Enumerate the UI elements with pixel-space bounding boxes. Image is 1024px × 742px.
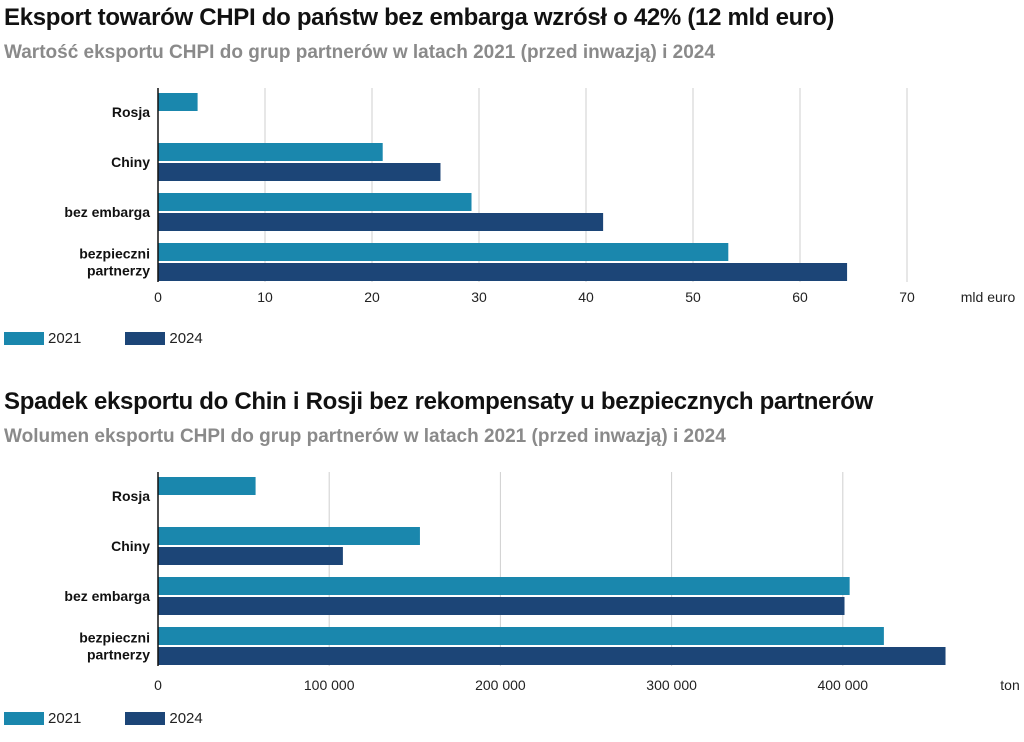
chart-subtitle: Wartość eksportu CHPI do grup partnerów … xyxy=(4,42,715,63)
bar-chiny-2021 xyxy=(158,143,383,161)
bar-plot: Rosja Chiny bez embarga bezpiecznipartnerzy… xyxy=(64,472,1020,693)
category-label-bezpieczni-partnerzy: bezpieczni xyxy=(79,246,150,262)
bar-chiny-2024 xyxy=(158,547,343,565)
chart-export-value: Eksport towarów CHPI do państw bez embar… xyxy=(4,4,1016,347)
bar-bezpieczni-partnerzy-2021 xyxy=(158,627,884,645)
bar-chiny-2024 xyxy=(158,163,441,181)
x-tick-label: 300 000 xyxy=(646,677,697,693)
legend-item-2021: 2021 xyxy=(4,710,81,727)
legend-label-2024: 2024 xyxy=(169,330,203,347)
category-label-bez-embarga: bez embarga xyxy=(64,204,150,220)
bar-bez-embarga-2021 xyxy=(158,193,472,211)
x-tick-label: 200 000 xyxy=(475,677,526,693)
legend-swatch-2024 xyxy=(125,712,166,725)
x-tick-label: 70 xyxy=(899,289,915,305)
x-tick-label: 60 xyxy=(792,289,808,305)
legend-swatch-2021 xyxy=(4,712,44,725)
chart-title: Spadek eksportu do Chin i Rosji bez reko… xyxy=(4,388,873,415)
bar-bezpieczni-partnerzy-2024 xyxy=(158,647,946,665)
category-label-bezpieczni-partnerzy: bezpieczni xyxy=(79,630,150,646)
legend: 2021 2024 xyxy=(4,330,247,347)
legend-item-2024: 2024 xyxy=(125,330,203,347)
bar-bez-embarga-2024 xyxy=(158,213,604,231)
bar-rosja-2021 xyxy=(158,477,256,495)
x-axis-unit-label: mld euro xyxy=(961,289,1016,305)
legend-label-2021: 2021 xyxy=(48,330,82,347)
bar-bez-embarga-2021 xyxy=(158,577,850,595)
legend-swatch-2024 xyxy=(125,332,166,345)
category-label-rosja: Rosja xyxy=(112,488,150,504)
legend-label-2024: 2024 xyxy=(169,710,203,727)
x-tick-label: 0 xyxy=(154,289,162,305)
x-tick-label: 50 xyxy=(685,289,701,305)
chart-subtitle: Wolumen eksportu CHPI do grup partnerów … xyxy=(4,426,726,447)
category-label-bezpieczni-partnerzy: partnerzy xyxy=(87,647,150,663)
x-tick-label: 30 xyxy=(471,289,487,305)
x-tick-label: 10 xyxy=(257,289,273,305)
category-label-bezpieczni-partnerzy: partnerzy xyxy=(87,263,150,279)
legend-item-2021: 2021 xyxy=(4,330,81,347)
legend-label-2021: 2021 xyxy=(48,710,82,727)
chart-title: Eksport towarów CHPI do państw bez embar… xyxy=(4,4,835,31)
bar-bezpieczni-partnerzy-2024 xyxy=(158,263,848,281)
legend-swatch-2021 xyxy=(4,332,44,345)
x-tick-label: 0 xyxy=(154,677,162,693)
chart-export-volume: Spadek eksportu do Chin i Rosji bez reko… xyxy=(0,384,1024,742)
category-label-chiny: Chiny xyxy=(111,538,150,554)
category-label-rosja: Rosja xyxy=(112,104,150,120)
x-tick-label: 400 000 xyxy=(817,677,868,693)
category-label-chiny: Chiny xyxy=(111,154,150,170)
bar-plot: Rosja Chiny bez embarga bezpiecznipartnerzy… xyxy=(64,88,1016,305)
x-tick-label: 20 xyxy=(364,289,380,305)
x-axis-unit-label: ton xyxy=(1000,677,1019,693)
legend: 2021 2024 xyxy=(4,710,247,727)
x-tick-label: 100 000 xyxy=(304,677,355,693)
bar-bezpieczni-partnerzy-2021 xyxy=(158,243,729,261)
bar-rosja-2021 xyxy=(158,93,198,111)
x-tick-label: 40 xyxy=(578,289,594,305)
bar-bez-embarga-2024 xyxy=(158,597,845,615)
bar-chiny-2021 xyxy=(158,527,420,545)
legend-item-2024: 2024 xyxy=(125,710,203,727)
category-label-bez-embarga: bez embarga xyxy=(64,588,150,604)
